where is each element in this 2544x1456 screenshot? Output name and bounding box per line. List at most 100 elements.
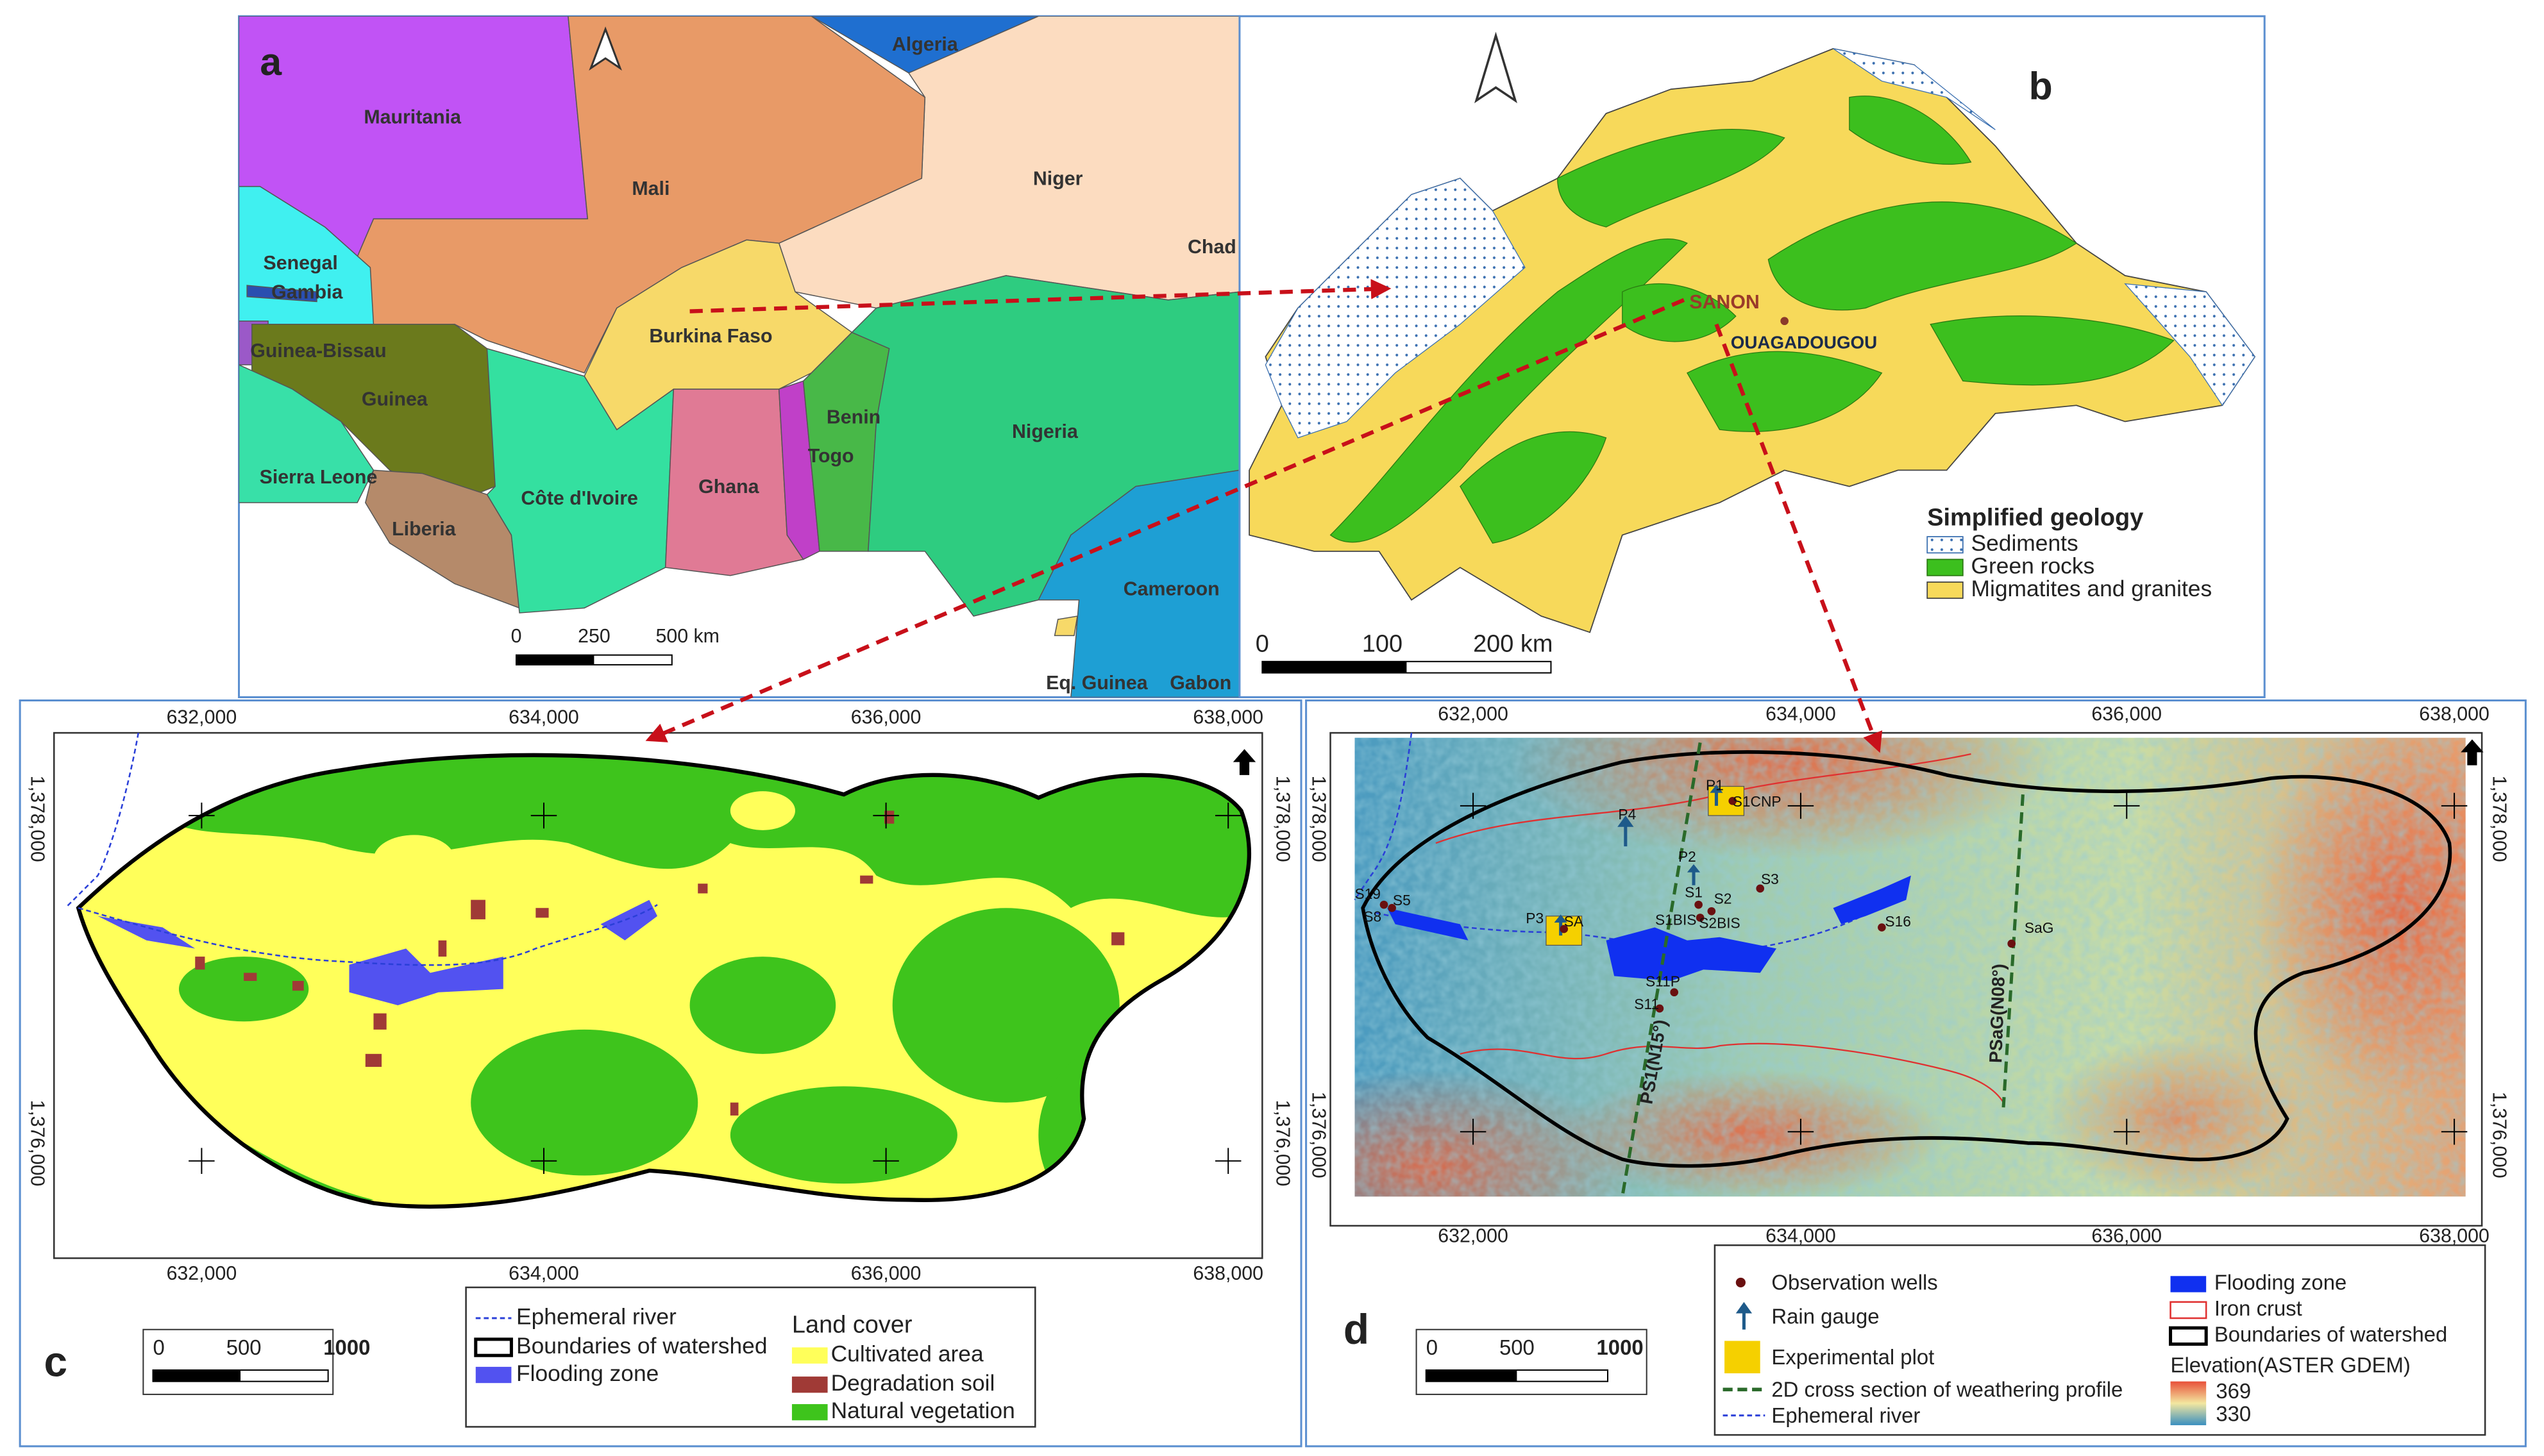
map-shape <box>195 957 205 970</box>
legend-label: Flooding zone <box>2214 1271 2346 1294</box>
country-name: Mauritania <box>364 107 462 128</box>
scale-label: 0 <box>1426 1335 1438 1359</box>
map-shape <box>373 1013 387 1030</box>
map-shape <box>689 279 1392 314</box>
north-arrow <box>2461 739 2484 766</box>
country-name: Cameroon <box>1124 579 1220 600</box>
map-shape <box>189 802 1242 1174</box>
legend-label: Ephemeral river <box>516 1303 677 1329</box>
scale-label: 250 <box>578 626 611 647</box>
site-label: S5 <box>1393 892 1411 908</box>
scale-bar-fill <box>1426 1369 1517 1382</box>
site-label: SaG <box>2025 919 2054 936</box>
country-name: Gambia <box>271 282 343 303</box>
scale-label: 0 <box>153 1335 165 1359</box>
map-shape <box>1930 315 2175 386</box>
site-label: SA <box>1564 913 1584 930</box>
legend-label: Migmatites and granites <box>1971 576 2212 601</box>
country-name: Nigeria <box>1012 421 1079 442</box>
coordinate-label: 638,000 <box>1193 1263 1263 1284</box>
legend-label: Ephemeral river <box>1771 1403 1920 1427</box>
panel-d <box>1305 699 2527 1448</box>
coordinate-label: 632,000 <box>1438 703 1508 724</box>
map-shape <box>1556 129 1785 228</box>
legend-swatch <box>791 1377 828 1393</box>
coordinate-label: 636,000 <box>2091 1226 2162 1247</box>
map-shape <box>438 940 447 957</box>
site-label: S2BIS <box>1699 915 1740 932</box>
map-shape <box>689 957 836 1054</box>
legend-label: Experimental plot <box>1771 1345 1934 1369</box>
watershed-boundary <box>1361 750 2452 1168</box>
map-shape <box>97 900 658 1005</box>
map-shape <box>195 810 1125 1116</box>
country-name: Algeria <box>892 34 959 55</box>
legend-swatch <box>1926 558 1964 576</box>
coordinate-label: 634,000 <box>509 1263 579 1284</box>
scale-label: 500 <box>1499 1335 1535 1359</box>
country-name: Liberia <box>392 519 457 540</box>
map-shape <box>1329 238 1688 543</box>
country-name: Gabon <box>1170 673 1231 694</box>
scale-label: 200 km <box>1473 631 1553 658</box>
cross-section-line <box>1621 742 1702 1197</box>
map-shape <box>645 297 1685 742</box>
scale-box <box>142 1328 334 1395</box>
map-shape <box>1878 923 1886 932</box>
coordinate-label: 1,376,000 <box>26 1100 47 1186</box>
legend-label: 2D cross section of weathering profile <box>1771 1378 2123 1402</box>
map-shape <box>730 1102 739 1116</box>
north-arrow <box>589 26 622 71</box>
sediments <box>1265 178 1526 439</box>
legend-swatch <box>1926 536 1964 554</box>
scale-label: 1000 <box>1597 1335 1644 1359</box>
legend-label: Rain gauge <box>1771 1305 1879 1328</box>
coordinate-label: 636,000 <box>2091 703 2162 724</box>
scale-label: 0 <box>511 626 522 647</box>
panel-c <box>19 699 1302 1448</box>
site-label: P2 <box>1678 848 1696 865</box>
north-arrow <box>1233 749 1256 775</box>
map-shape <box>246 285 317 303</box>
site-label: P4 <box>1618 806 1636 823</box>
country-name: Ghana <box>698 476 760 498</box>
map-shape <box>535 908 549 918</box>
map-shape <box>365 1053 382 1067</box>
legend-title: Land cover <box>792 1312 913 1339</box>
map-shape <box>1560 925 1569 933</box>
coordinate-label: 632,000 <box>167 1263 237 1284</box>
map-shape <box>1687 864 1701 885</box>
panel-label: d <box>1344 1305 1369 1353</box>
country-name: Togo <box>808 446 854 467</box>
map-shape <box>1655 1004 1664 1013</box>
legend-label: Degradation soil <box>831 1370 995 1396</box>
site-label: S19 <box>1354 885 1380 902</box>
coordinate-label: 1,376,000 <box>1308 1092 1329 1178</box>
city-marker <box>1780 317 1789 326</box>
coordinate-label: 632,000 <box>167 707 237 728</box>
map-shape <box>730 1086 957 1184</box>
coordinate-label: 634,000 <box>1765 1226 1836 1247</box>
site-label: S2 <box>1714 891 1732 907</box>
map-shape <box>1707 907 1716 916</box>
map-shape <box>1379 900 1388 909</box>
place-name: SANON <box>1689 292 1760 313</box>
country-name: Guinea <box>362 389 428 410</box>
country-name: Chad <box>1188 237 1236 258</box>
coordinate-label: 634,000 <box>1765 703 1836 724</box>
map-shape <box>348 16 926 374</box>
map-shape <box>471 900 485 919</box>
grid-crosses <box>1460 792 2468 1145</box>
coordinate-label: 638,000 <box>1193 707 1263 728</box>
legend-label: Observation wells <box>1771 1271 1937 1294</box>
legend-label: Flooding zone <box>516 1360 659 1386</box>
legend-label: Green rocks <box>1971 553 2094 578</box>
panel-label: b <box>2029 64 2053 108</box>
site-label: S11 <box>1634 996 1659 1012</box>
ephemeral-river <box>65 732 658 966</box>
map-shape <box>1111 932 1125 946</box>
map-shape <box>1379 796 2016 1013</box>
map-shape <box>1460 792 2468 1145</box>
country-name: Mali <box>632 178 670 199</box>
legend-title: Simplified geology <box>1927 504 2143 531</box>
